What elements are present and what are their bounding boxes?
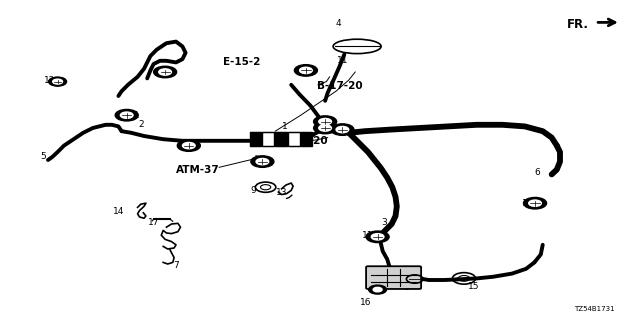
Circle shape: [319, 125, 332, 131]
Text: 9: 9: [250, 186, 255, 195]
Circle shape: [52, 79, 63, 84]
Text: 12: 12: [44, 76, 55, 84]
Text: 2: 2: [138, 120, 143, 129]
Circle shape: [251, 156, 274, 167]
Text: TZ54B1731: TZ54B1731: [574, 306, 614, 312]
Text: 15: 15: [468, 282, 479, 291]
FancyBboxPatch shape: [288, 132, 300, 146]
Text: 11: 11: [154, 68, 166, 76]
Circle shape: [159, 69, 172, 75]
Text: 8: 8: [404, 284, 409, 292]
Text: 11: 11: [362, 231, 374, 240]
Text: 11: 11: [183, 144, 195, 153]
Circle shape: [529, 200, 541, 206]
FancyBboxPatch shape: [250, 132, 261, 146]
Text: 14: 14: [113, 207, 124, 216]
FancyBboxPatch shape: [275, 132, 287, 146]
Text: 17: 17: [148, 218, 159, 227]
Circle shape: [314, 122, 337, 134]
FancyBboxPatch shape: [301, 132, 312, 146]
Text: 11: 11: [522, 199, 534, 208]
Text: 16: 16: [360, 298, 372, 307]
Circle shape: [115, 109, 138, 121]
Circle shape: [371, 234, 384, 240]
Text: 11: 11: [337, 127, 348, 136]
Text: E-15-2: E-15-2: [223, 57, 260, 68]
Text: 11: 11: [300, 68, 312, 76]
Circle shape: [319, 118, 332, 125]
Text: 1: 1: [282, 122, 287, 131]
Text: FR.: FR.: [566, 18, 588, 30]
Text: 7: 7: [173, 261, 179, 270]
Text: 10: 10: [321, 117, 332, 126]
Circle shape: [182, 142, 195, 149]
Circle shape: [366, 231, 389, 243]
Circle shape: [256, 158, 269, 165]
Text: 3: 3: [381, 218, 387, 227]
Circle shape: [120, 112, 133, 118]
Circle shape: [294, 65, 317, 76]
Text: 11: 11: [255, 160, 267, 169]
Circle shape: [331, 124, 354, 135]
FancyBboxPatch shape: [366, 266, 421, 289]
Circle shape: [177, 140, 200, 151]
Text: 5: 5: [41, 152, 46, 161]
Circle shape: [369, 285, 387, 294]
Circle shape: [373, 287, 382, 292]
Text: 6: 6: [535, 168, 540, 177]
Circle shape: [314, 116, 337, 127]
Circle shape: [49, 77, 67, 86]
Circle shape: [336, 126, 349, 133]
Text: B-17-20: B-17-20: [282, 136, 327, 146]
FancyBboxPatch shape: [262, 132, 274, 146]
Text: 4: 4: [335, 19, 340, 28]
Circle shape: [300, 67, 312, 74]
Text: 13: 13: [276, 188, 287, 196]
Text: B-17-20: B-17-20: [317, 81, 362, 92]
Circle shape: [154, 66, 177, 78]
Circle shape: [524, 197, 547, 209]
Text: ATM-37: ATM-37: [176, 164, 220, 175]
Text: 11: 11: [129, 111, 140, 120]
Text: 11: 11: [337, 56, 348, 65]
